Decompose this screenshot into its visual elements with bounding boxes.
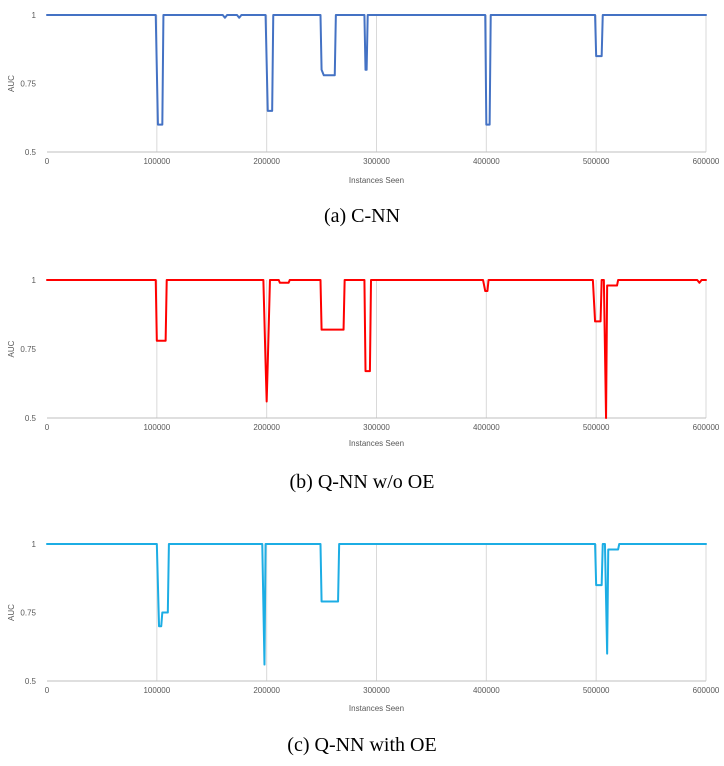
panel-b-y-tick-1: 0.75 (20, 345, 36, 354)
panel-c-x-tick-3: 300000 (363, 686, 390, 695)
panel-c-x-tick-0: 0 (45, 686, 50, 695)
panel-a-x-tick-4: 400000 (473, 157, 500, 166)
panel-a-grid (156, 15, 707, 152)
panel-a: 0.5 0.75 1 0 100000 200000 300000 400000 500000… (7, 11, 720, 227)
panel-c-x-tick-6: 600000 (693, 686, 720, 695)
panel-c-y-ticks: 0.5 0.75 1 (20, 540, 36, 686)
panel-a-y-tick-0: 0.5 (25, 148, 37, 157)
panel-b-x-tick-3: 300000 (363, 423, 390, 432)
panel-a-y-ticks: 0.5 0.75 1 (20, 11, 36, 157)
panel-a-series (46, 14, 707, 126)
panel-c-caption: (c) Q-NN with OE (287, 734, 436, 756)
panel-c-y-tick-0: 0.5 (25, 677, 37, 686)
panel-b-x-tick-2: 200000 (253, 423, 280, 432)
panel-b-x-tick-5: 500000 (583, 423, 610, 432)
panel-c-y-tick-1: 0.75 (20, 609, 36, 618)
panel-c-grid (156, 544, 707, 681)
panel-c: 0.5 0.75 1 0 100000 200000 300000 400000 500000… (7, 540, 720, 756)
panel-c-x-tick-2: 200000 (253, 686, 280, 695)
panel-a-y-label: AUC (7, 75, 16, 92)
panel-c-y-label: AUC (7, 604, 16, 621)
panel-a-y-tick-1: 0.75 (20, 80, 36, 89)
panel-b-x-tick-1: 100000 (143, 423, 170, 432)
panel-a-y-tick-2: 1 (32, 11, 37, 20)
panel-a-series-line-0 (46, 14, 707, 126)
panel-a-x-tick-5: 500000 (583, 157, 610, 166)
panel-a-x-tick-0: 0 (45, 157, 50, 166)
panel-c-series (46, 543, 707, 666)
panel-c-x-ticks: 0 100000 200000 300000 400000 500000 600000 (45, 686, 720, 695)
panel-a-x-tick-2: 200000 (253, 157, 280, 166)
panel-b-y-tick-2: 1 (32, 276, 37, 285)
panel-c-x-label: Instances Seen (349, 704, 404, 713)
panel-a-caption: (a) C-NN (324, 205, 400, 227)
panel-b-x-label: Instances Seen (349, 439, 404, 448)
panel-b-y-tick-0: 0.5 (25, 414, 37, 423)
panel-a-x-tick-1: 100000 (143, 157, 170, 166)
panel-c-series-line-0 (46, 543, 707, 666)
panel-a-x-label: Instances Seen (349, 176, 404, 185)
panel-b-series-line-0 (46, 279, 707, 419)
panel-a-x-ticks: 0 100000 200000 300000 400000 500000 600000 (45, 157, 720, 166)
panel-c-x-tick-5: 500000 (583, 686, 610, 695)
panel-b-series (46, 279, 707, 419)
panel-c-x-tick-4: 400000 (473, 686, 500, 695)
panel-c-y-tick-2: 1 (32, 540, 37, 549)
panel-a-x-tick-6: 600000 (693, 157, 720, 166)
panel-b-y-ticks: 0.5 0.75 1 (20, 276, 36, 423)
panel-b-x-tick-6: 600000 (693, 423, 720, 432)
panel-b: 0.5 0.75 1 0 100000 200000 300000 400000 500000… (7, 276, 720, 493)
panel-b-x-tick-4: 400000 (473, 423, 500, 432)
panel-b-y-label: AUC (7, 340, 16, 357)
panel-b-grid (156, 280, 707, 418)
panel-a-x-tick-3: 300000 (363, 157, 390, 166)
panel-b-x-ticks: 0 100000 200000 300000 400000 500000 600000 (45, 423, 720, 432)
panel-b-x-tick-0: 0 (45, 423, 50, 432)
panel-c-x-tick-1: 100000 (143, 686, 170, 695)
panel-b-caption: (b) Q-NN w/o OE (290, 471, 435, 493)
